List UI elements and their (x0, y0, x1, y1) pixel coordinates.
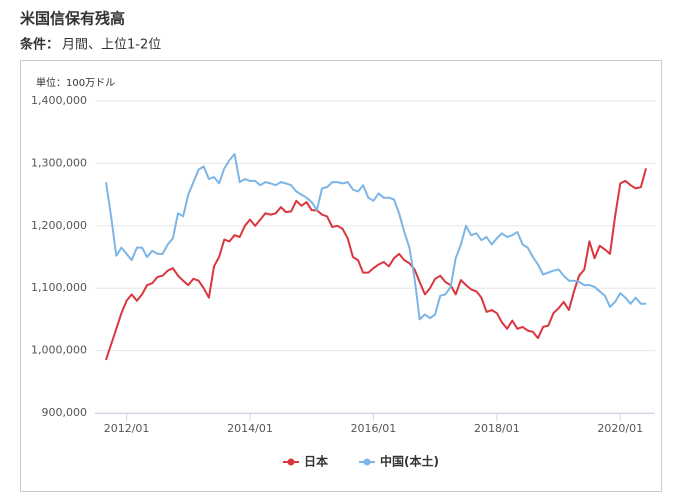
y-tick-label: 900,000 (42, 406, 88, 419)
legend-label: 中国(本土) (380, 454, 439, 469)
y-tick-label: 1,100,000 (31, 281, 87, 294)
x-tick-label: 2020/01 (597, 422, 643, 435)
series-line (105, 168, 647, 361)
x-tick-label: 2016/01 (351, 422, 397, 435)
x-tick-label: 2014/01 (227, 422, 273, 435)
y-tick-label: 1,200,000 (31, 219, 87, 232)
chart-title: 米国信保有残高 (20, 10, 125, 28)
x-tick-label: 2012/01 (104, 422, 150, 435)
chart-frame (20, 60, 662, 492)
condition: 月間、上位1-2位 (62, 38, 161, 53)
series-line (105, 153, 646, 321)
y-tick-label: 1,400,000 (31, 94, 87, 107)
y-unit: 単位：100万ドル (36, 76, 115, 89)
condition-label: 条件： (20, 37, 59, 53)
x-tick-label: 2018/01 (474, 422, 520, 435)
legend-label: 日本 (304, 454, 328, 469)
legend-marker (363, 458, 371, 466)
y-tick-label: 1,300,000 (31, 156, 87, 169)
y-tick-label: 1,000,000 (31, 344, 87, 357)
legend-marker (287, 458, 295, 466)
